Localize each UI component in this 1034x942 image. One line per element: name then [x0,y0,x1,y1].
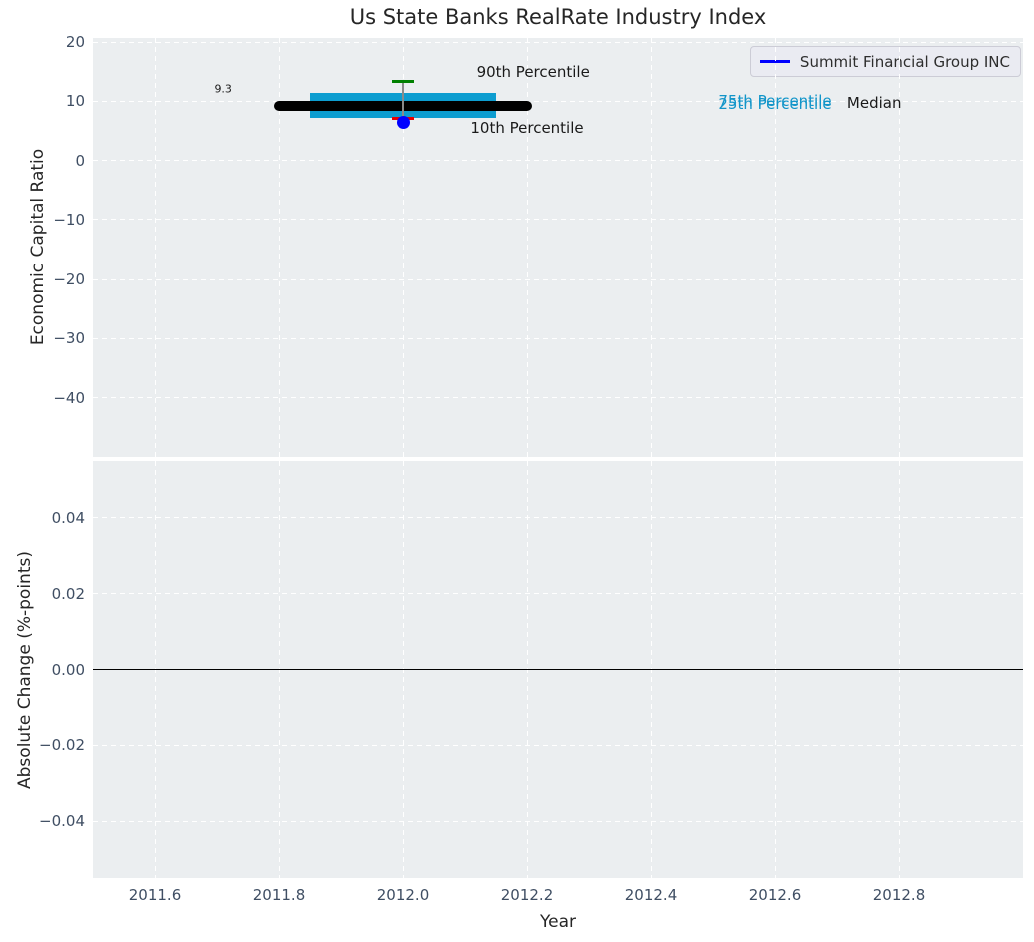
top-y-axis-label: Economic Capital Ratio [28,148,48,346]
gridline [774,38,776,457]
company-data-point [396,116,410,130]
y-tick-label: −30 [53,329,85,348]
gridline [93,397,1023,399]
y-tick-label: −0.02 [39,736,85,755]
gridline [93,41,1023,43]
annotation-10th-percentile: 10th Percentile [470,119,584,138]
gridline [650,38,652,457]
gridline [93,744,1023,746]
gridline [93,593,1023,595]
x-tick-label: 2012.6 [748,886,802,904]
gridline [93,219,1023,221]
legend: Summit Financial Group INC [749,46,1021,77]
x-tick-label: 2012.0 [376,886,430,904]
gridline [93,337,1023,339]
y-tick-label: −40 [53,388,85,407]
x-axis-label: Year [540,912,576,932]
top-plot-area: Summit Financial Group INC [93,38,1023,457]
gridline [154,38,156,457]
y-tick-label: −20 [53,270,85,289]
gridline [402,38,404,457]
x-tick-label: 2011.8 [252,886,306,904]
y-tick-label: −10 [53,210,85,229]
errorbar-line [402,81,404,119]
gridline [93,100,1023,102]
annotation-9-3: 9.3 [214,82,232,96]
gridline [526,38,528,457]
y-tick-label: 0.02 [51,584,85,603]
legend-series-label: Summit Financial Group INC [799,52,1010,71]
gridline [93,160,1023,162]
zero-line [93,668,1023,671]
gridline [278,38,280,457]
x-tick-label: 2012.4 [624,886,678,904]
y-tick-label: 10 [65,92,85,111]
gridline [93,517,1023,519]
y-tick-label: 0.04 [51,508,85,527]
annotation-25th-percentile: 25th Percentile [718,95,832,114]
annotation-median: Median [846,94,902,113]
gridline [93,820,1023,822]
x-tick-label: 2011.6 [128,886,182,904]
x-tick-label: 2012.8 [872,886,926,904]
gridline [898,38,900,457]
gridline [93,278,1023,280]
x-tick-label: 2012.2 [500,886,554,904]
p90-cap [392,79,414,83]
y-tick-label: −0.04 [39,812,85,831]
y-tick-label: 0 [75,151,85,170]
annotation-90th-percentile: 90th Percentile [476,62,590,81]
y-tick-label: 20 [65,33,85,52]
y-tick-label: 0.00 [51,660,85,679]
annotation-75th-percentile: 75th Percentile [718,92,832,111]
chart-title: Us State Banks RealRate Industry Index [349,5,767,29]
